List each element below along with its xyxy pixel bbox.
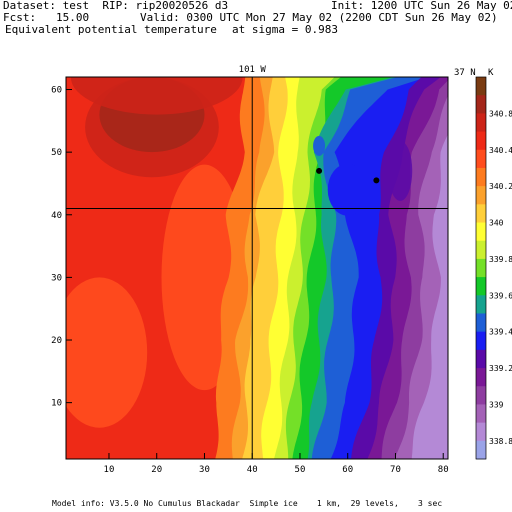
field-name: Equivalent potential temperature: [5, 23, 217, 36]
xtick-label-1: 20: [151, 465, 162, 475]
colorbar-swatch-19: [476, 422, 486, 442]
colorbar-swatch-18: [476, 404, 486, 424]
colorbar-swatch-12: [476, 295, 486, 314]
field-blob-4: [66, 277, 148, 428]
colorbar-swatch-16: [476, 368, 486, 387]
xtick-label-5: 60: [342, 465, 353, 475]
purple-pocket: [388, 140, 413, 201]
fcst-line: Fcst: 15.00: [3, 11, 90, 24]
colorbar-swatch-0: [476, 77, 486, 96]
colorbar-label-6: 339.4: [489, 328, 512, 337]
colorbar-label-0: 340.8: [489, 109, 512, 118]
ytick-label-3: 40: [51, 211, 62, 221]
parallel-label: 37 N: [454, 68, 476, 78]
meridian-label: 101 W: [239, 65, 267, 75]
xtick-label-6: 70: [390, 465, 401, 475]
model-info: Model info: V3.5.0 No Cumulus Blackadar …: [52, 499, 443, 508]
colorbar-swatch-3: [476, 131, 486, 151]
colorbar-swatch-7: [476, 204, 486, 224]
ytick-label-2: 30: [51, 273, 62, 283]
colorbar-swatch-4: [476, 149, 486, 169]
colorbar-label-3: 340: [489, 219, 504, 228]
colorbar-swatch-11: [476, 277, 486, 296]
colorbar-label-5: 339.6: [489, 291, 512, 300]
colorbar-swatch-14: [476, 331, 486, 351]
teal-pocket: [313, 135, 326, 156]
level-label: at sigma = 0.983: [232, 23, 338, 36]
field-band-14: [411, 134, 448, 459]
colorbar-swatch-9: [476, 240, 486, 260]
colorbar-swatch-1: [476, 95, 486, 114]
colorbar-units: K: [488, 68, 494, 78]
colorbar-swatch-17: [476, 386, 486, 405]
ytick-label-5: 60: [51, 86, 62, 96]
field-blob-3: [128, 27, 166, 65]
colorbar-swatch-5: [476, 167, 486, 187]
colorbar-label-4: 339.8: [489, 255, 512, 264]
station-marker-0: [316, 167, 323, 174]
colorbar-swatch-8: [476, 222, 486, 242]
colorbar-label-1: 340.4: [489, 146, 512, 155]
colorbar-label-9: 338.8: [489, 437, 512, 446]
xtick-label-0: 10: [104, 465, 115, 475]
overlays: 101 W 37 N: [66, 65, 476, 459]
xtick-label-4: 50: [295, 465, 306, 475]
axis-ticks: 10 20 30 40 50 60 70 80 10 20 30 40 50 60: [51, 86, 448, 475]
plot-frame: [65, 76, 449, 460]
dataset-line: Dataset: test RIP: rip20020526 d3: [3, 0, 229, 12]
ytick-label-4: 50: [51, 148, 62, 158]
xtick-label-2: 30: [199, 465, 210, 475]
field-contours: [66, 27, 448, 459]
colorbar-label-2: 340.2: [489, 182, 512, 191]
field-blob-2: [70, 77, 243, 115]
colorbar-label-8: 339: [489, 400, 504, 409]
colorbar-swatch-2: [476, 113, 486, 133]
colorbar-swatch-10: [476, 258, 486, 278]
blue-core: [327, 163, 368, 216]
colorbar-swatch-13: [476, 313, 486, 333]
colorbar-frame: [475, 76, 487, 460]
ytick-label-1: 20: [51, 336, 62, 346]
ytick-label-0: 10: [51, 399, 62, 409]
xtick-label-7: 80: [438, 465, 449, 475]
colorbar-swatch-6: [476, 186, 486, 205]
init-line: Init: 1200 UTC Sun 26 May 02: [331, 0, 512, 12]
colorbar: K 340.8 340.4 340.2 340 339.8 339.6 339.4 339.2 3…: [475, 68, 512, 460]
colorbar-swatch-20: [476, 440, 486, 460]
colorbar-label-7: 339.2: [489, 364, 512, 373]
colorbar-swatch-15: [476, 349, 486, 369]
xtick-label-3: 40: [247, 465, 258, 475]
valid-line: Valid: 0300 UTC Mon 27 May 02 (2200 CDT …: [140, 11, 498, 24]
station-marker-1: [373, 177, 380, 184]
